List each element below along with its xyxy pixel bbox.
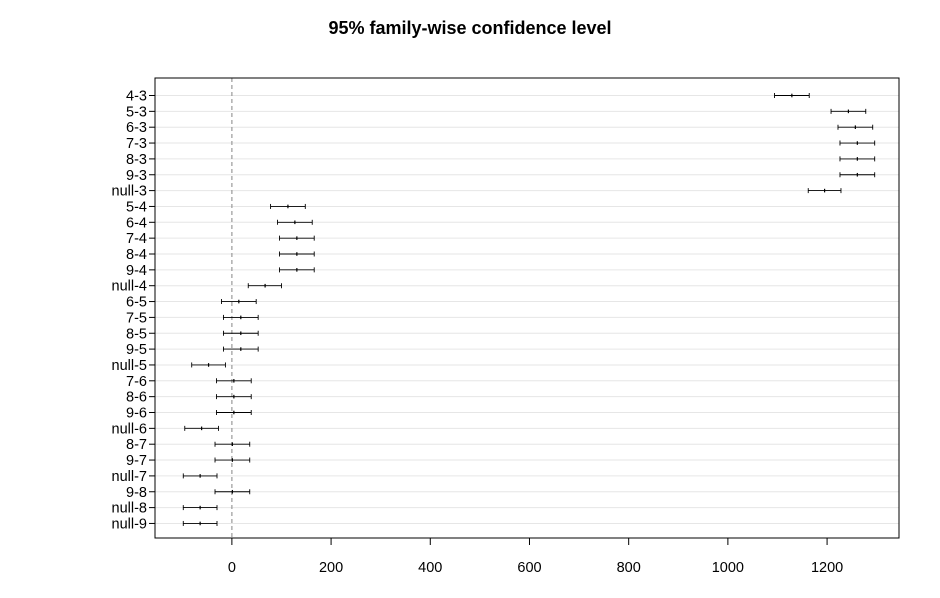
x-tick-label: 0	[228, 560, 236, 576]
y-tick-label: 4-3	[126, 89, 147, 105]
y-axis-labels: 4-35-36-37-38-39-3null-35-46-47-48-49-4n…	[112, 89, 155, 532]
y-tick-label: 9-6	[126, 406, 147, 422]
y-tick-label: null-3	[112, 184, 147, 200]
y-tick-label: 8-5	[126, 326, 147, 342]
y-tick-label: 9-5	[126, 342, 147, 358]
x-tick-label: 400	[418, 560, 442, 576]
y-tick-label: 9-4	[126, 263, 147, 279]
y-tick-label: 8-7	[126, 437, 147, 453]
y-tick-label: 7-3	[126, 136, 147, 152]
x-tick-label: 800	[617, 560, 641, 576]
y-tick-label: null-9	[112, 516, 147, 532]
grid-lines	[155, 95, 899, 524]
y-tick-label: 5-3	[126, 104, 147, 120]
x-tick-label: 1200	[811, 560, 843, 576]
x-tick-label: 600	[517, 560, 541, 576]
x-axis: 0 200 400 600 800 1000 1200	[228, 537, 843, 576]
y-tick-label: 7-6	[126, 374, 147, 390]
y-tick-label: 7-4	[126, 231, 147, 247]
y-tick-label: 6-5	[126, 295, 147, 311]
y-tick-label: null-6	[112, 421, 147, 437]
error-bars	[182, 93, 876, 526]
y-tick-label: 8-4	[126, 247, 147, 263]
y-tick-label: 9-7	[126, 453, 147, 469]
y-tick-label: 7-5	[126, 310, 147, 326]
y-tick-label: null-5	[112, 358, 147, 374]
y-tick-label: null-4	[112, 279, 147, 295]
y-tick-label: null-8	[112, 501, 147, 517]
plot-frame	[154, 77, 900, 539]
y-tick-label: 6-4	[126, 215, 147, 231]
x-tick-label: 200	[319, 560, 343, 576]
y-tick-label: 5-4	[126, 199, 147, 215]
y-tick-label: 6-3	[126, 120, 147, 136]
chart-title: 95% family-wise confidence level	[328, 18, 612, 38]
y-tick-label: 9-8	[126, 485, 147, 501]
y-tick-label: 8-3	[126, 152, 147, 168]
x-tick-label: 1000	[712, 560, 744, 576]
y-tick-label: null-7	[112, 469, 147, 485]
y-tick-label: 9-3	[126, 168, 147, 184]
y-tick-label: 8-6	[126, 390, 147, 406]
